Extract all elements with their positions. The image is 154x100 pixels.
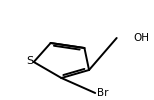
Text: OH: OH: [134, 33, 150, 43]
Text: S: S: [26, 56, 34, 66]
Text: Br: Br: [97, 88, 108, 98]
